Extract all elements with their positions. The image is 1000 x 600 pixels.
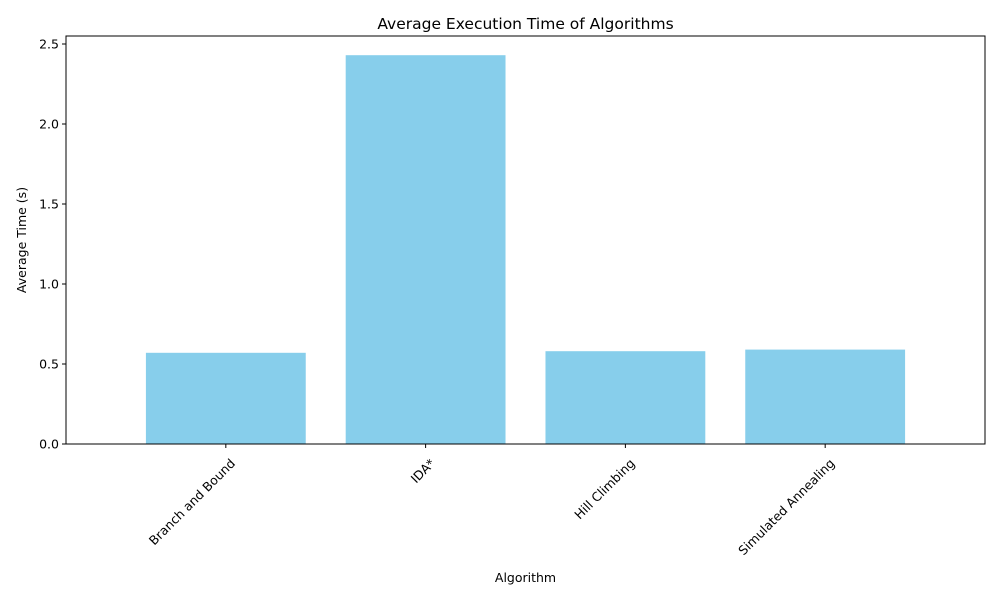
- plot-frame: [65, 35, 986, 445]
- y-tick-label: 0.5: [39, 357, 59, 372]
- y-tick-label: 2.0: [39, 117, 59, 132]
- y-tick-label: 1.0: [39, 277, 59, 292]
- y-tick-label: 0.0: [39, 437, 59, 452]
- bar-simulated-annealing: [745, 349, 906, 444]
- bar-ida: [345, 55, 506, 444]
- x-axis-label: Algorithm: [495, 570, 556, 585]
- x-tick-label: Hill Climbing: [571, 456, 637, 522]
- y-tick-label: 1.5: [39, 197, 59, 212]
- y-tick-label: 2.5: [39, 37, 59, 52]
- x-tick-label: Branch and Bound: [146, 456, 238, 548]
- bar-branch-and-bound: [145, 352, 306, 444]
- x-axis-ticks: Branch and Bound IDA* Hill Climbing Simulat…: [146, 444, 837, 558]
- x-tick-label: IDA*: [408, 456, 438, 486]
- y-axis-label: Average Time (s): [14, 187, 29, 293]
- y-axis-ticks: 0.0 0.5 1.0 1.5 2.0 2.5: [39, 37, 66, 452]
- x-tick-label: Simulated Annealing: [735, 456, 837, 558]
- bar-hill-climbing: [545, 351, 706, 444]
- bars-group: [145, 55, 906, 444]
- chart-title: Average Execution Time of Algorithms: [377, 15, 673, 33]
